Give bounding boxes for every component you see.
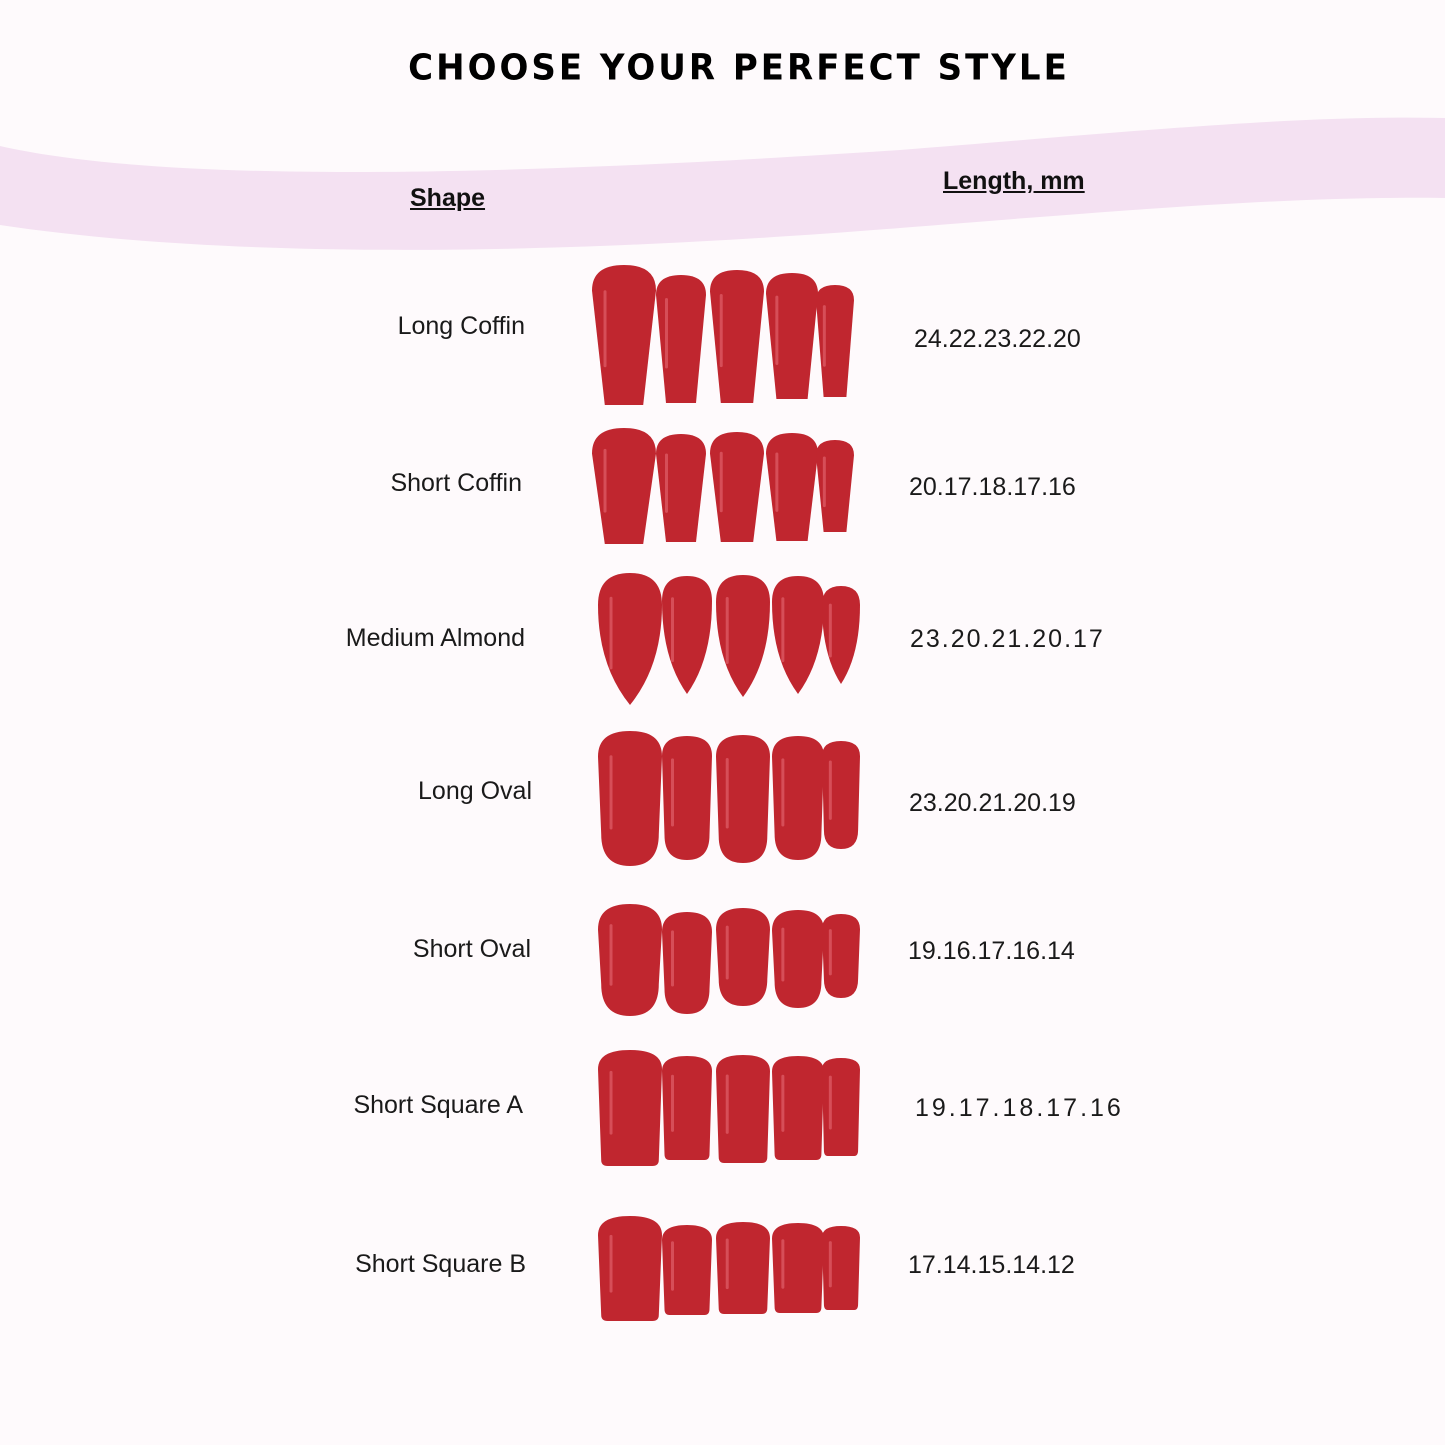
nail-2 bbox=[662, 576, 712, 694]
nail-set-image bbox=[592, 428, 854, 544]
nail-set-image bbox=[598, 731, 860, 866]
nail-5 bbox=[822, 1058, 860, 1156]
length-values: 24.22.23.22.20 bbox=[914, 325, 1081, 353]
nail-highlight bbox=[603, 448, 607, 513]
nail-2 bbox=[662, 912, 712, 1014]
nail-set-image bbox=[598, 1216, 860, 1321]
nail-highlight bbox=[822, 305, 826, 367]
shape-column-header: Shape bbox=[410, 184, 486, 212]
nail-highlight bbox=[665, 453, 668, 513]
nail-highlight bbox=[725, 1074, 729, 1134]
nail-highlight bbox=[828, 603, 832, 658]
nail-highlight bbox=[719, 293, 723, 368]
nail-highlight bbox=[781, 1074, 785, 1132]
nail-1 bbox=[598, 1050, 662, 1166]
nail-4 bbox=[766, 433, 818, 541]
nail-highlight bbox=[665, 298, 668, 369]
nail-highlight bbox=[781, 758, 785, 827]
nail-highlight bbox=[775, 295, 779, 365]
length-values: 20.17.18.17.16 bbox=[909, 473, 1076, 501]
nail-highlight bbox=[719, 451, 723, 513]
nail-highlight bbox=[671, 930, 674, 987]
nail-1 bbox=[592, 265, 656, 405]
nail-4 bbox=[772, 910, 824, 1008]
nail-highlight bbox=[775, 452, 779, 512]
shape-label: Long Oval bbox=[418, 777, 532, 805]
length-column-header: Length, mm bbox=[943, 167, 1085, 195]
nail-highlight bbox=[781, 597, 785, 663]
nail-1 bbox=[598, 573, 662, 705]
nail-2 bbox=[656, 434, 706, 542]
nail-3 bbox=[716, 735, 770, 863]
nail-1 bbox=[598, 1216, 662, 1321]
nail-highlight bbox=[725, 596, 729, 665]
nail-5 bbox=[816, 285, 854, 397]
nail-1 bbox=[598, 731, 662, 866]
nail-highlight bbox=[725, 925, 729, 980]
nail-highlight bbox=[609, 755, 613, 830]
length-values: 23.20.21.20.19 bbox=[909, 789, 1076, 817]
nail-highlight bbox=[828, 1075, 832, 1130]
nail-highlight bbox=[781, 1239, 785, 1289]
nail-5 bbox=[816, 440, 854, 532]
nail-highlight bbox=[671, 597, 674, 663]
nail-3 bbox=[716, 1055, 770, 1163]
nail-highlight bbox=[671, 758, 674, 827]
nail-5 bbox=[822, 741, 860, 849]
nail-2 bbox=[656, 275, 706, 403]
length-values: 17.14.15.14.12 bbox=[908, 1251, 1075, 1279]
nail-set-image bbox=[592, 265, 854, 405]
nail-3 bbox=[710, 432, 764, 542]
nail-highlight bbox=[671, 1241, 674, 1291]
nail-2 bbox=[662, 1225, 712, 1315]
shape-label: Short Square B bbox=[355, 1250, 526, 1278]
header-band bbox=[0, 117, 1445, 250]
nail-3 bbox=[716, 575, 770, 697]
nail-highlight bbox=[609, 924, 613, 986]
nail-highlight bbox=[725, 1238, 729, 1290]
nail-4 bbox=[772, 1056, 824, 1160]
nail-highlight bbox=[725, 758, 729, 829]
nail-set-image bbox=[598, 904, 860, 1016]
shape-label: Long Coffin bbox=[397, 312, 525, 340]
shape-label: Short Coffin bbox=[390, 469, 522, 497]
nail-3 bbox=[710, 270, 764, 403]
page-title: CHOOSE YOUR PERFECT STYLE bbox=[408, 47, 1070, 89]
nail-2 bbox=[662, 736, 712, 860]
nail-4 bbox=[772, 736, 824, 860]
nail-3 bbox=[716, 1222, 770, 1314]
nail-1 bbox=[592, 428, 656, 544]
nail-highlight bbox=[609, 1234, 613, 1293]
nail-2 bbox=[662, 1056, 712, 1160]
nail-highlight bbox=[609, 1070, 613, 1135]
nail-highlight bbox=[828, 929, 832, 976]
nail-1 bbox=[598, 904, 662, 1016]
nail-4 bbox=[772, 576, 824, 694]
nail-3 bbox=[716, 908, 770, 1006]
nail-4 bbox=[772, 1223, 824, 1313]
length-values: 19.17.18.17.16 bbox=[915, 1094, 1124, 1122]
shape-label: Short Square A bbox=[353, 1091, 523, 1119]
nail-set-image bbox=[598, 573, 860, 705]
shape-label: Short Oval bbox=[412, 935, 531, 963]
nail-5 bbox=[822, 586, 860, 684]
nail-highlight bbox=[671, 1074, 674, 1132]
nail-highlight bbox=[603, 290, 607, 368]
length-values: 19.16.17.16.14 bbox=[908, 937, 1075, 965]
nail-highlight bbox=[822, 456, 826, 508]
shape-label: Medium Almond bbox=[345, 624, 525, 652]
nail-highlight bbox=[609, 596, 613, 670]
length-values: 23.20.21.20.17 bbox=[910, 625, 1105, 653]
nail-highlight bbox=[828, 1241, 832, 1288]
nail-highlight bbox=[781, 927, 785, 982]
nail-5 bbox=[822, 914, 860, 998]
nail-4 bbox=[766, 273, 818, 399]
nail-5 bbox=[822, 1226, 860, 1310]
nail-highlight bbox=[828, 760, 832, 820]
nail-set-image bbox=[598, 1050, 860, 1166]
